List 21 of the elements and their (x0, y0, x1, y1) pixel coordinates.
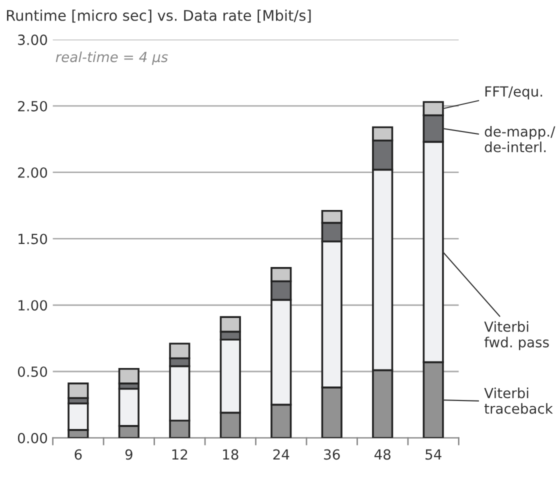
x-tick-label: 9 (125, 449, 132, 460)
y-tick-label: 1.00 (18, 300, 48, 311)
x-tick-label: 12 (172, 449, 188, 460)
y-tick-label: 1.50 (18, 234, 48, 244)
chart-title: Runtime [micro sec] vs. Data rate [Mbit/s] (6, 10, 311, 23)
x-tick-label: 48 (374, 449, 390, 460)
x-tick-label: 36 (324, 449, 340, 460)
y-tick-label: 2.00 (18, 167, 48, 178)
annotation: real-time = 4 µs (56, 51, 168, 65)
y-tick-label: 0.50 (18, 366, 48, 377)
x-tick-label: 54 (426, 449, 442, 460)
text: Viterbi fwd. pass (484, 321, 549, 350)
y-tick-label: 2.50 (18, 100, 48, 112)
x-tick-label: 6 (74, 449, 82, 460)
text: FFT/equ. (485, 86, 542, 100)
x-tick-label: 24 (273, 449, 290, 460)
y-tick-label: 3.00 (18, 34, 48, 46)
x-tick-label: 18 (223, 449, 238, 460)
text: Viterbi traceback (484, 388, 553, 414)
text: de-mapp./ de-interl. (484, 126, 556, 152)
y-tick-label: 0.00 (18, 432, 48, 444)
